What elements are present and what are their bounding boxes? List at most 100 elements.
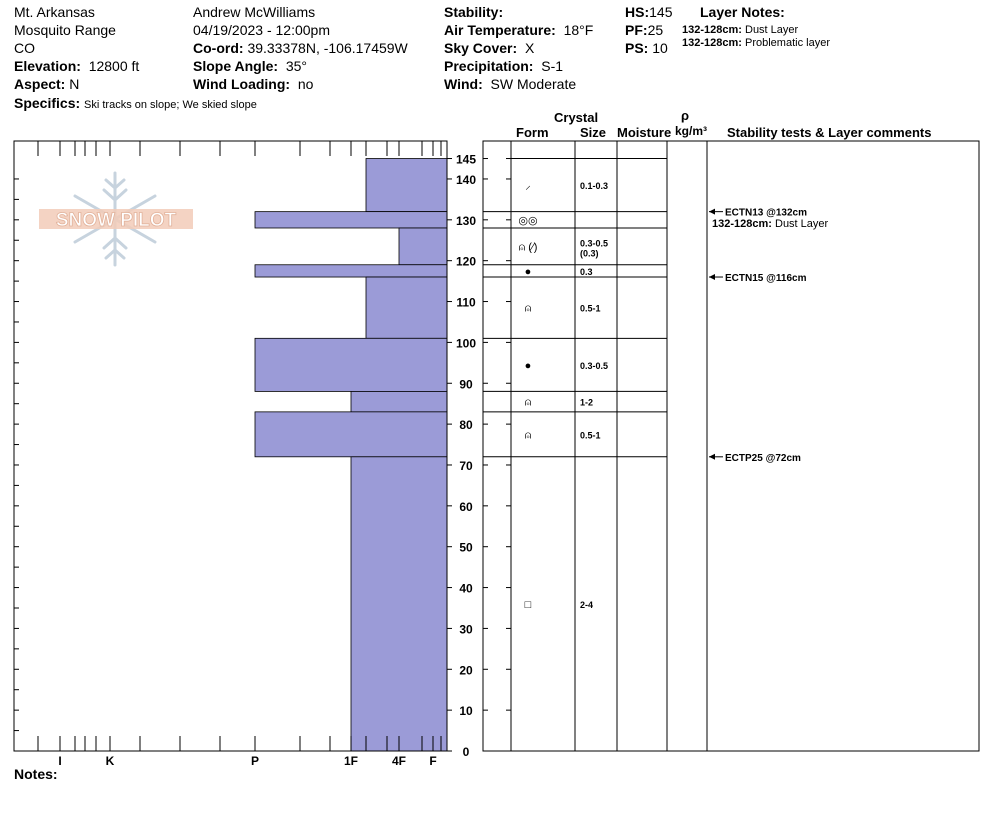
stability-label: Stability: [444,4,504,20]
hardness-bar [365,158,448,213]
density-symbol: ρ [681,108,690,123]
crystal-size-secondary: (0.3) [580,248,599,258]
y-tick-label: 40 [459,582,473,596]
y-tick-label: 110 [456,296,476,310]
test-arrow-head [709,208,715,215]
snowpilot-logo: SNOW PILOT [39,171,193,267]
comments-header: Stability tests & Layer comments [727,125,932,140]
observation-datetime: 04/19/2023 - 12:00pm [193,22,330,38]
test-arrow-head [709,453,715,460]
x-tick-label: I [58,754,61,768]
form-header: Form [516,125,549,140]
coord-label: Co-ord: [193,40,244,56]
y-tick-label: 70 [459,459,473,473]
chart-frames [13,140,980,752]
y-tick-label: 0 [463,745,470,759]
hardness-axis: I K P 1F 4F F [37,141,442,768]
crystal-form-icon: ● [525,360,532,372]
stability: Stability: [444,4,503,20]
hardness-bar [365,276,448,339]
pf-label: PF: [625,22,648,38]
hardness-bar [254,337,448,392]
crystal-form-icon: □ [525,599,532,611]
crystal-form-icon: ⍝ (⁄) [519,241,538,253]
layer-notes-title: Layer Notes: [700,4,785,20]
specifics-value: Ski tracks on slope; We skied slope [84,99,257,111]
hardness-bar [254,411,448,458]
table-frame [482,140,980,752]
crystal-form-icon: ⸝ [525,180,531,192]
crystal-form-icon: ⍝ [525,397,532,409]
crystal-header: Crystal [554,110,599,125]
penetration-foot: PF:25 [625,22,663,38]
layer-note: 132-128cm: Problematic layer [682,37,830,50]
x-tick-label: 4F [392,754,406,768]
depth-axis: 0 10 20 30 40 50 60 70 80 90 100 110 120 130 140 145 [14,153,511,759]
layer-comment: 132-128cm: Dust Layer [712,218,829,230]
stability-tests: ECTN13 @132cm ECTN15 @116cm ECTP25 @72cm 13… [709,208,829,464]
precip-value: S-1 [541,58,564,74]
slope-label: Slope Angle: [193,58,279,74]
y-tick-label: 10 [459,704,473,718]
slope-angle: Slope Angle: 35° [193,58,307,74]
x-tick-label: F [429,754,436,768]
air-temperature: Air Temperature: 18°F [444,22,593,38]
ps-label: PS: [625,40,649,56]
stability-test-label: ECTN13 @132cm [725,208,807,219]
y-tick-label: 120 [456,255,476,269]
ps-value: 10 [652,40,668,56]
hardness-bar [350,391,448,413]
crystal-size: 0.5-1 [580,304,601,314]
density-unit: kg/m³ [675,124,708,138]
air-temp-value: 18°F [563,22,594,38]
y-tick-label: 20 [459,663,473,677]
aspect: Aspect: N [14,76,79,92]
y-tick-label: 80 [459,418,473,432]
logo-banner [39,209,193,229]
x-tick-label: P [251,754,259,768]
layer-note-range: 132-128cm: [682,24,742,36]
sky-value: X [524,40,535,56]
hardness-bar [350,456,448,752]
wind-label: Wind: [444,76,483,92]
wind-loading-label: Wind Loading: [193,76,291,92]
range-name: Mosquito Range [14,22,116,38]
layer-note-text: Problematic layer [745,37,830,49]
sky-cover: Sky Cover: X [444,40,534,56]
notes-label: Notes: [14,766,58,782]
crystal-size: 0.1-0.3 [580,181,608,191]
hardness-bar [398,227,448,266]
precip-label: Precipitation: [444,58,534,74]
crystal-form-icon: ◎◎ [518,215,537,227]
layer-comment-text: Dust Layer [775,218,829,230]
hs-label: HS: [625,4,650,20]
specifics-label: Specifics: [14,95,81,111]
slope-value: 35° [285,58,307,74]
stability-test-label: ECTN15 @116cm [725,273,807,284]
y-tick-label: 130 [456,214,476,228]
crystal-size: 0.3-0.5 [580,238,608,248]
crystal-size: 0.3-0.5 [580,361,608,371]
y-tick-label: 30 [459,622,473,636]
layer-note: 132-128cm: Dust Layer [682,24,798,37]
crystal-size: 1-2 [580,398,593,408]
state-name: CO [14,40,35,56]
pf-value: 25 [647,22,664,38]
coord-value: 39.33378N, -106.17459W [247,40,408,56]
y-tick-label: 140 [456,173,476,187]
y-tick-label: 145 [456,153,476,167]
specifics: Specifics: Ski tracks on slope; We skied… [14,95,257,113]
layer-note-range: 132-128cm: [682,37,742,49]
location-name: Mt. Arkansas [14,4,95,20]
layer-comment-range: 132-128cm: [712,218,775,230]
precipitation: Precipitation: S-1 [444,58,563,74]
hardness-bars [254,158,448,752]
layer-note-text: Dust Layer [745,24,799,36]
elevation: Elevation: 12800 ft [14,58,139,74]
crystal-size: 0.3 [580,267,593,277]
layer-table: ⸝ 0.1-0.3◎◎⍝ (⁄) 0.3-0.5(0.3)● 0.3⍝ 0.5-1● 0.… [483,158,667,752]
aspect-value: N [69,76,80,92]
crystal-size: 0.5-1 [580,430,601,440]
wind-loading: Wind Loading: no [193,76,313,92]
